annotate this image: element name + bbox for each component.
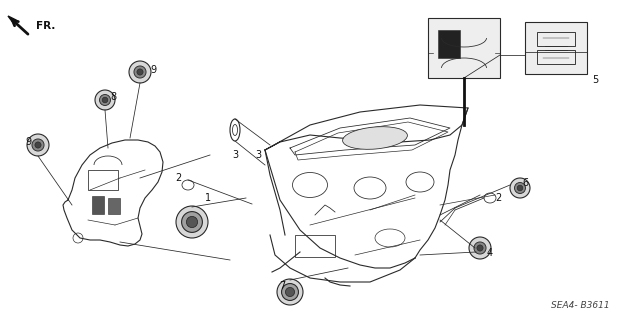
- Bar: [108, 198, 120, 214]
- Text: 9: 9: [150, 65, 156, 75]
- Circle shape: [27, 134, 49, 156]
- Circle shape: [186, 216, 198, 227]
- Circle shape: [277, 279, 303, 305]
- Text: 6: 6: [522, 178, 528, 188]
- Circle shape: [469, 237, 491, 259]
- Text: 1: 1: [205, 193, 211, 203]
- Circle shape: [35, 142, 41, 148]
- Circle shape: [32, 139, 44, 151]
- Bar: [88, 170, 118, 190]
- Text: 8: 8: [110, 92, 116, 102]
- Circle shape: [517, 185, 523, 191]
- Circle shape: [477, 245, 483, 251]
- Circle shape: [102, 97, 108, 103]
- Circle shape: [99, 94, 111, 106]
- Circle shape: [137, 69, 143, 75]
- Circle shape: [282, 284, 298, 300]
- Text: 3: 3: [255, 150, 261, 160]
- Circle shape: [474, 242, 486, 254]
- Text: 3: 3: [232, 150, 238, 160]
- Circle shape: [285, 287, 294, 297]
- Text: 5: 5: [592, 75, 598, 85]
- Bar: [537, 50, 575, 64]
- Polygon shape: [8, 16, 16, 24]
- Text: FR.: FR.: [36, 21, 56, 31]
- Circle shape: [182, 211, 202, 233]
- Circle shape: [510, 178, 530, 198]
- Bar: [438, 30, 460, 58]
- Ellipse shape: [342, 127, 408, 149]
- Bar: [295, 235, 335, 257]
- Text: 7: 7: [279, 281, 285, 291]
- Bar: [537, 32, 575, 46]
- Circle shape: [95, 90, 115, 110]
- Text: SEA4- B3611: SEA4- B3611: [552, 300, 610, 309]
- Text: 4: 4: [487, 248, 493, 258]
- Bar: [92, 196, 104, 214]
- Circle shape: [129, 61, 151, 83]
- Text: 2: 2: [495, 193, 501, 203]
- Bar: [428, 18, 500, 78]
- Circle shape: [134, 66, 146, 78]
- Bar: [525, 22, 587, 74]
- Circle shape: [176, 206, 208, 238]
- Circle shape: [515, 182, 525, 194]
- Text: 9: 9: [25, 137, 31, 147]
- Text: 2: 2: [175, 173, 181, 183]
